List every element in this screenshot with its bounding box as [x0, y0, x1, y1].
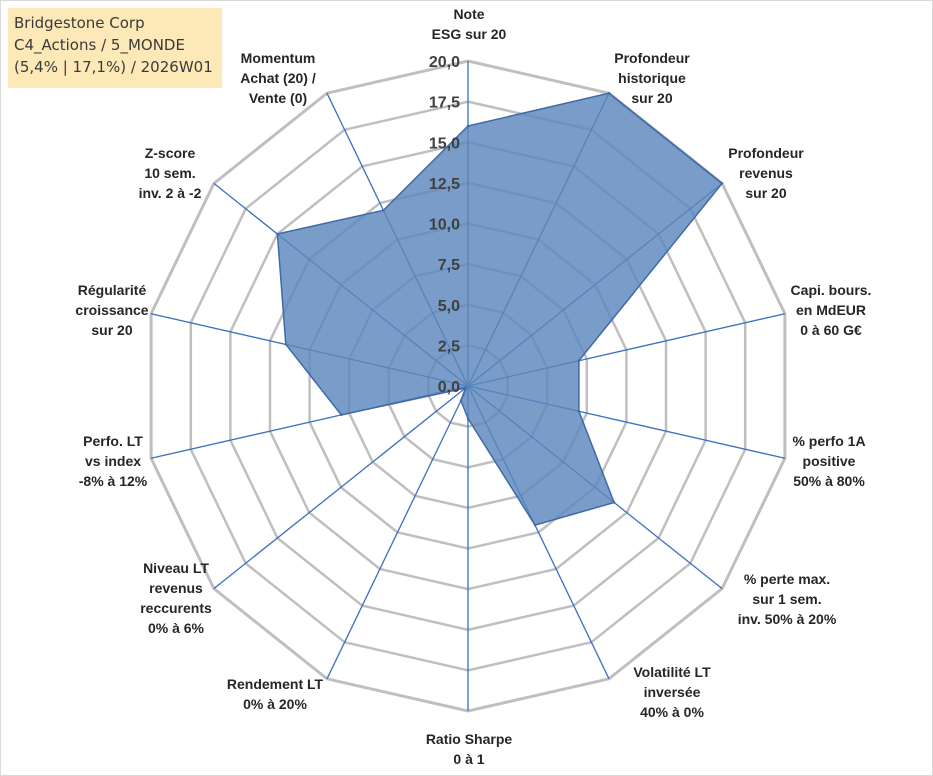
tick-label-8: 20,0 [429, 54, 460, 71]
axis-label-9: Niveau LT revenus reccurents 0% à 6% [76, 558, 276, 638]
period-stats: (5,4% | 17,1%) / 2026W01 [14, 58, 213, 76]
axis-label-line: Profondeur [728, 145, 804, 161]
series-point-1 [607, 92, 611, 95]
axis-label-line: Z-score [144, 145, 196, 161]
axis-label-line: inv. 50% à 20% [737, 611, 837, 627]
axis-label-line: inversée [643, 684, 701, 700]
axis-label-6: Volatilité LT inversée 40% à 0% [572, 662, 772, 722]
axis-label-line: Momentum [240, 50, 316, 66]
axis-label-line: sur 1 sem. [752, 591, 822, 607]
axis-label-line: Note [453, 6, 485, 22]
axis-label-1: Profondeur historique sur 20 [552, 48, 752, 108]
series-point-5 [612, 501, 616, 504]
series-point-0 [466, 124, 470, 128]
series-point-13 [382, 209, 385, 212]
axis-label-line: sur 20 [631, 90, 673, 106]
axis-label-13: Momentum Achat (20) / Vente (0) [178, 48, 378, 108]
axis-label-line: 0% à 6% [147, 620, 205, 636]
axis-label-line: ESG sur 20 [431, 26, 507, 42]
axis-label-11: Régularité croissance sur 20 [12, 280, 212, 340]
tick-label-6: 15,0 [429, 135, 460, 152]
axis-label-line: Régularité [77, 282, 147, 298]
axis-label-line: Capi. bours. [790, 282, 872, 298]
axis-label-12: Z-score 10 sem. inv. 2 à -2 [70, 143, 270, 203]
tick-label-4: 10,0 [429, 217, 460, 234]
axis-label-line: 40% à 0% [640, 704, 704, 720]
axis-label-line: % perfo 1A [792, 433, 866, 449]
axis-label-line: 0 à 60 G€ [800, 322, 862, 338]
axis-label-line: en MdEUR [796, 302, 866, 318]
axis-label-3: Capi. bours. en MdEUR 0 à 60 G€ [731, 280, 931, 340]
radial-tick-labels: 0,0 2,5 5,0 7,5 10,0 12,5 15,0 17,5 20,0 [429, 54, 460, 396]
spoke-9 [213, 385, 469, 590]
axis-label-line: 50% à 80% [793, 473, 865, 489]
axis-label-line: Ratio Sharpe [425, 731, 513, 747]
series-point-12 [276, 232, 279, 236]
axis-label-2: Profondeur revenus sur 20 [666, 143, 866, 203]
axis-label-line: Rendement LT [226, 676, 324, 692]
portfolio-category: C4_Actions / 5_MONDE [14, 36, 185, 54]
axis-label-line: inv. 2 à -2 [138, 185, 202, 201]
series-area [276, 92, 724, 526]
series-point-10 [340, 413, 343, 417]
tick-label-5: 12,5 [429, 176, 460, 193]
axis-label-line: Achat (20) / [240, 70, 316, 86]
axis-label-line: reccurents [140, 600, 212, 616]
tick-label-7: 17,5 [429, 95, 460, 112]
spoke-8 [326, 385, 469, 680]
series-point-7 [466, 417, 470, 420]
series-point-6 [533, 523, 537, 527]
series-point-3 [577, 359, 581, 362]
axis-label-line: % perte max. [743, 571, 831, 587]
axis-label-line: Vente (0) [248, 90, 308, 106]
axis-label-line: positive [802, 453, 856, 469]
axis-label-10: Perfo. LT vs index -8% à 12% [13, 431, 213, 491]
axis-label-line: Perfo. LT [83, 433, 143, 449]
axis-label-5: % perte max. sur 1 sem. inv. 50% à 20% [687, 569, 887, 629]
tick-label-0: 0,0 [438, 379, 460, 396]
series-point-2 [720, 182, 724, 185]
tick-label-2: 5,0 [438, 298, 460, 315]
series-point-11 [284, 343, 287, 346]
tick-label-3: 7,5 [438, 257, 460, 274]
axis-label-7: Ratio Sharpe 0 à 1 [369, 729, 569, 769]
axis-label-line: historique [618, 70, 686, 86]
info-box: Bridgestone Corp C4_Actions / 5_MONDE (5… [8, 8, 222, 88]
axis-label-line: revenus [149, 580, 203, 596]
axis-label-line: sur 20 [91, 322, 133, 338]
series-point-8 [459, 399, 463, 402]
axis-label-line: 0 à 1 [453, 751, 485, 767]
axis-label-line: 10 sem. [144, 165, 196, 181]
axis-label-line: -8% à 12% [78, 473, 148, 489]
series-point-4 [577, 410, 581, 413]
series-point-9 [464, 386, 467, 390]
company-name: Bridgestone Corp [14, 14, 145, 32]
axis-label-0: Note ESG sur 20 [369, 4, 569, 44]
axis-label-4: % perfo 1A positive 50% à 80% [729, 431, 929, 491]
axis-label-line: sur 20 [745, 185, 787, 201]
axis-label-line: Niveau LT [143, 560, 209, 576]
tick-label-1: 2,5 [438, 338, 460, 355]
axis-label-line: croissance [75, 302, 149, 318]
axis-label-line: vs index [84, 453, 142, 469]
radar-series [276, 92, 724, 527]
axis-label-line: Profondeur [614, 50, 690, 66]
axis-label-line: Volatilité LT [633, 664, 711, 680]
axis-label-line: 0% à 20% [243, 696, 307, 712]
axis-label-8: Rendement LT 0% à 20% [175, 674, 375, 714]
axis-label-line: revenus [739, 165, 793, 181]
